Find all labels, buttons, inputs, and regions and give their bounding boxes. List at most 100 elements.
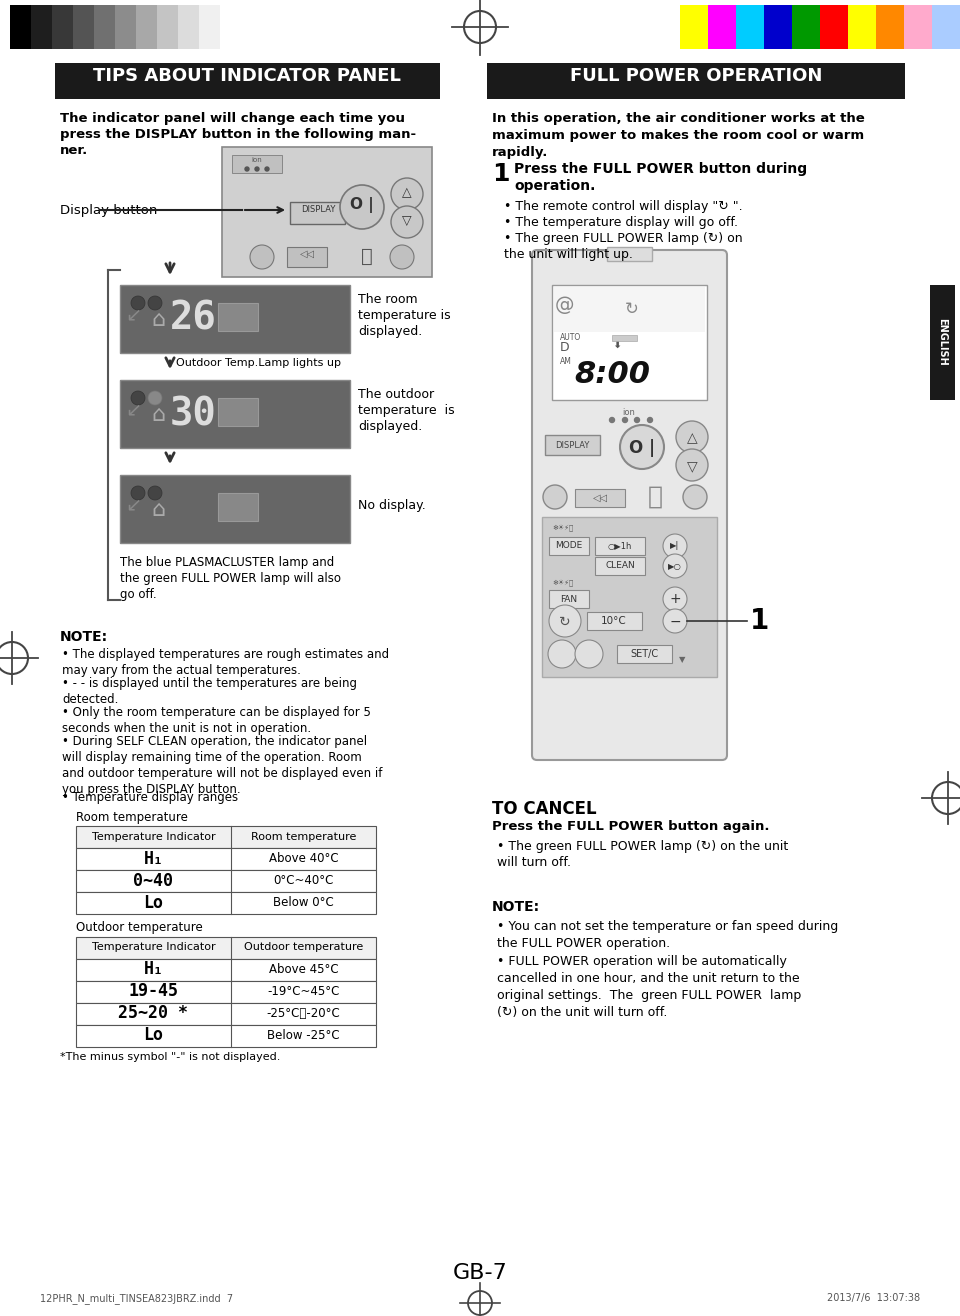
Text: SET/C: SET/C <box>630 649 658 659</box>
Circle shape <box>148 486 162 500</box>
Text: GB-7: GB-7 <box>452 1263 508 1283</box>
Text: No display.: No display. <box>358 499 425 512</box>
Text: △: △ <box>402 187 412 200</box>
Bar <box>764 5 792 49</box>
Circle shape <box>131 486 145 500</box>
Circle shape <box>683 486 707 509</box>
Bar <box>575 490 625 507</box>
Text: • The temperature display will go off.: • The temperature display will go off. <box>504 216 738 229</box>
Circle shape <box>663 554 687 578</box>
Bar <box>10 5 31 49</box>
Text: 26: 26 <box>170 300 216 338</box>
Bar <box>552 286 707 400</box>
Text: Lo: Lo <box>143 1026 163 1045</box>
Bar <box>120 475 350 544</box>
Circle shape <box>543 486 567 509</box>
Text: ion: ion <box>623 408 636 417</box>
Bar <box>222 147 432 276</box>
Text: 8:00: 8:00 <box>574 361 650 390</box>
Bar <box>542 517 717 676</box>
Text: -25°C～-20°C: -25°C～-20°C <box>267 1007 341 1020</box>
Text: H₁: H₁ <box>143 850 163 867</box>
Bar <box>607 247 652 261</box>
Text: ▽: ▽ <box>686 459 697 472</box>
Text: • The green FULL POWER lamp (↻) on the unit
will turn off.: • The green FULL POWER lamp (↻) on the u… <box>497 840 788 869</box>
Circle shape <box>391 207 423 238</box>
Circle shape <box>250 245 274 268</box>
Text: ▼: ▼ <box>679 655 685 665</box>
Circle shape <box>245 167 249 171</box>
Text: FAN: FAN <box>561 595 578 604</box>
Text: • The green FULL POWER lamp (↻) on
the unit will light up.: • The green FULL POWER lamp (↻) on the u… <box>504 232 743 261</box>
Circle shape <box>676 421 708 453</box>
Bar <box>218 397 258 426</box>
Bar <box>549 590 589 608</box>
Text: Press the FULL POWER button during
operation.: Press the FULL POWER button during opera… <box>514 162 807 193</box>
Bar <box>120 286 350 353</box>
Text: 30: 30 <box>170 395 216 433</box>
Bar <box>554 287 705 332</box>
Text: NOTE:: NOTE: <box>60 630 108 644</box>
Text: • The remote control will display "↻ ".: • The remote control will display "↻ ". <box>504 200 743 213</box>
Text: ↙: ↙ <box>125 305 141 325</box>
Text: TO CANCEL: TO CANCEL <box>492 800 596 819</box>
Circle shape <box>676 449 708 482</box>
Bar <box>136 5 157 49</box>
Circle shape <box>610 417 614 422</box>
Circle shape <box>131 296 145 311</box>
Text: -19°C~45°C: -19°C~45°C <box>267 984 340 998</box>
Text: 10°C: 10°C <box>601 616 627 626</box>
Bar <box>232 155 282 172</box>
Text: ▶|: ▶| <box>670 541 680 550</box>
Text: ↙: ↙ <box>125 496 141 515</box>
Bar <box>708 5 736 49</box>
Text: 0°C~40°C: 0°C~40°C <box>274 874 334 887</box>
Circle shape <box>255 167 259 171</box>
Bar <box>76 958 376 980</box>
Text: 卐: 卐 <box>647 486 662 509</box>
Circle shape <box>575 640 603 669</box>
Text: Above 45°C: Above 45°C <box>269 963 338 976</box>
Text: DISPLAY: DISPLAY <box>300 205 335 215</box>
Circle shape <box>548 640 576 669</box>
Text: CLEAN: CLEAN <box>605 562 635 571</box>
Text: ○▶1h: ○▶1h <box>608 541 633 550</box>
Text: • You can not set the temperature or fan speed during
the FULL POWER operation.: • You can not set the temperature or fan… <box>497 920 838 950</box>
Text: Outdoor temperature: Outdoor temperature <box>76 921 203 934</box>
Bar <box>736 5 764 49</box>
Text: • The displayed temperatures are rough estimates and
may vary from the actual te: • The displayed temperatures are rough e… <box>62 647 389 676</box>
Circle shape <box>549 605 581 637</box>
Bar <box>848 5 876 49</box>
Text: O |: O | <box>629 440 655 457</box>
Text: ❄☀⚡🌬: ❄☀⚡🌬 <box>552 525 573 532</box>
Bar <box>218 303 258 332</box>
Text: 1: 1 <box>750 607 769 636</box>
Bar <box>115 5 136 49</box>
Bar <box>220 5 241 49</box>
Bar <box>178 5 199 49</box>
Text: 19-45: 19-45 <box>129 983 179 1000</box>
Text: • FULL POWER operation will be automatically
cancelled in one hour, and the unit: • FULL POWER operation will be automatic… <box>497 955 802 1019</box>
Text: D: D <box>560 341 569 354</box>
Text: Room temperature: Room temperature <box>251 832 356 841</box>
Bar <box>76 1003 376 1024</box>
Bar <box>545 436 600 455</box>
Text: △: △ <box>686 432 697 445</box>
Circle shape <box>663 587 687 611</box>
Text: FULL POWER OPERATION: FULL POWER OPERATION <box>570 67 822 86</box>
Bar <box>55 63 440 99</box>
Circle shape <box>391 178 423 211</box>
Bar <box>76 1024 376 1046</box>
Bar <box>595 557 645 575</box>
FancyBboxPatch shape <box>532 250 727 761</box>
Text: AM: AM <box>560 357 572 366</box>
Bar <box>94 5 115 49</box>
Bar <box>76 825 376 848</box>
Text: @: @ <box>554 296 574 315</box>
Text: Below -25°C: Below -25°C <box>267 1029 340 1042</box>
Text: The outdoor
temperature  is
displayed.: The outdoor temperature is displayed. <box>358 388 455 433</box>
Bar <box>76 891 376 913</box>
Circle shape <box>340 186 384 229</box>
Bar <box>487 63 905 99</box>
Circle shape <box>148 391 162 405</box>
